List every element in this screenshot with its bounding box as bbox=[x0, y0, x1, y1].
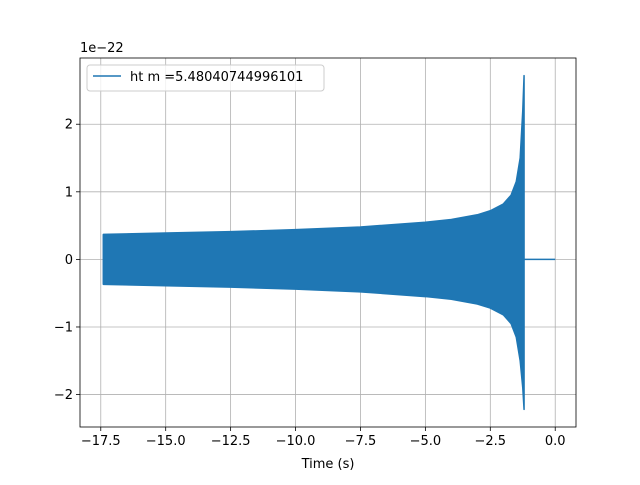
x-tick-label: −5.0 bbox=[410, 434, 442, 449]
y-axis-ticks: −2 −1 0 1 2 bbox=[54, 118, 80, 403]
x-tick-label: −7.5 bbox=[345, 434, 377, 449]
series-waveform bbox=[102, 74, 525, 411]
y-tick-label: −1 bbox=[54, 320, 73, 335]
x-tick-label: −12.5 bbox=[211, 434, 251, 449]
x-tick-label: −17.5 bbox=[81, 434, 121, 449]
y-tick-label: 0 bbox=[65, 253, 73, 268]
x-tick-label: −2.5 bbox=[475, 434, 507, 449]
legend: ht m =5.48040744996101 bbox=[86, 64, 325, 92]
y-tick-label: −2 bbox=[54, 388, 73, 403]
x-tick-label: −10.0 bbox=[276, 434, 316, 449]
y-offset-label: 1e−22 bbox=[80, 41, 124, 56]
plot-frame bbox=[79, 57, 577, 428]
x-axis-ticks: −17.5 −15.0 −12.5 −10.0 −7.5 −5.0 −2.5 0.0 bbox=[81, 427, 566, 449]
legend-entry-label: ht m =5.48040744996101 bbox=[130, 70, 303, 85]
x-axis-label: Time (s) bbox=[301, 457, 355, 472]
series-layer bbox=[102, 74, 556, 411]
y-tick-label: 1 bbox=[65, 185, 73, 200]
x-tick-label: 0.0 bbox=[545, 434, 566, 449]
legend-box bbox=[86, 64, 325, 92]
y-tick-label: 2 bbox=[65, 118, 73, 133]
x-tick-label: −15.0 bbox=[146, 434, 186, 449]
